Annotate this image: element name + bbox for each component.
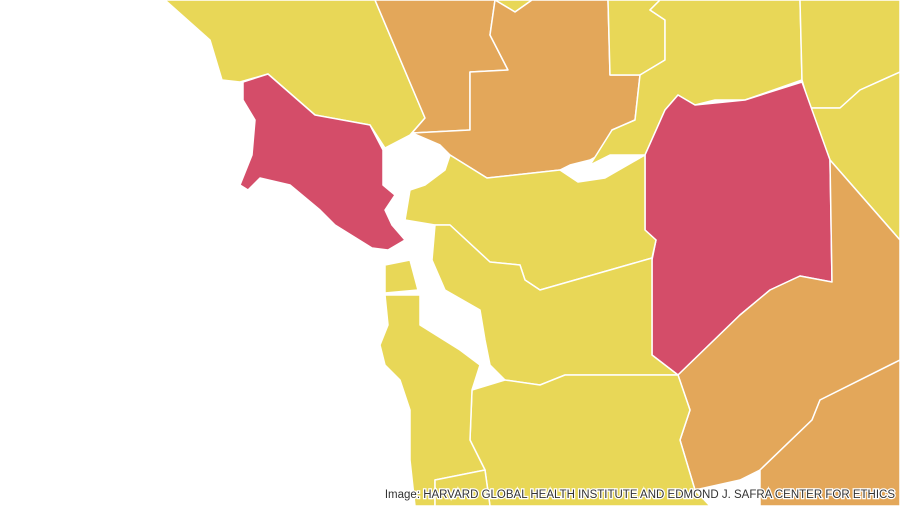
- county: [759, 359, 900, 506]
- county: [434, 469, 491, 506]
- county: [384, 259, 419, 294]
- counties: [164, 0, 900, 506]
- county: [469, 374, 711, 506]
- county: [239, 73, 406, 251]
- image-credit: Image: HARVARD GLOBAL HEALTH INSTITUTE A…: [385, 489, 895, 501]
